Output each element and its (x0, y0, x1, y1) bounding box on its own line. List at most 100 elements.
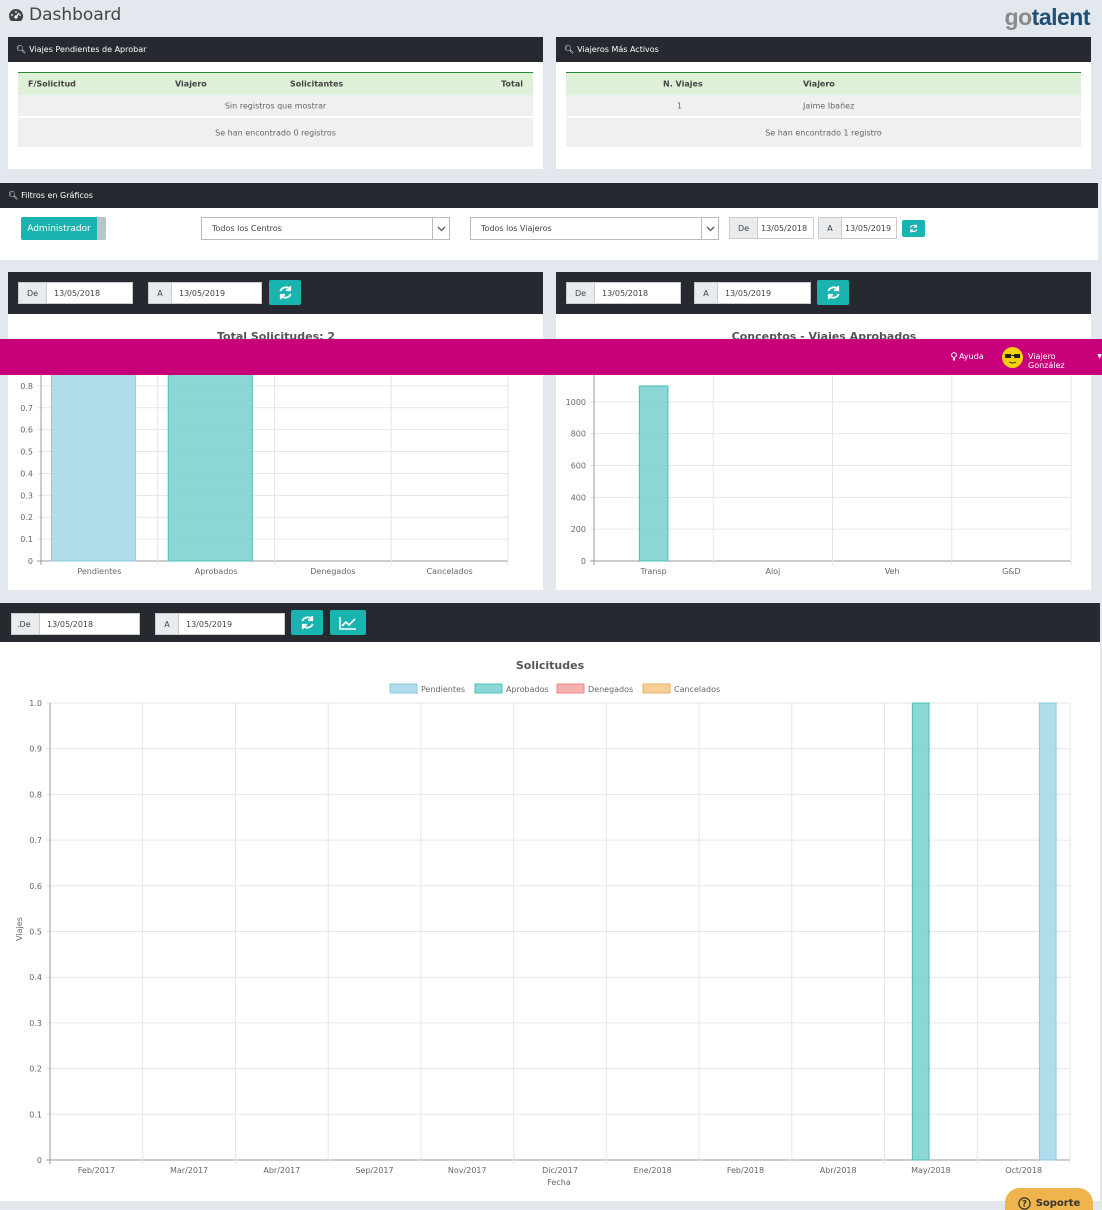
viajeros-value: Todos los Viajeros (481, 224, 552, 233)
chevron-down-icon (432, 218, 449, 239)
a-label: A (155, 613, 179, 635)
centros-select[interactable]: Todos los Centros (201, 217, 450, 240)
viajeros-select[interactable]: Todos los Viajeros (470, 217, 719, 240)
legend-swatch (556, 683, 585, 694)
de-date-input[interactable]: 13/05/2018 (39, 613, 140, 635)
conceptos-panel: De 13/05/2018 A 13/05/2019 Conceptos - V… (556, 272, 1091, 590)
y-tick-label: 0.7 (20, 404, 33, 413)
legend-swatch (642, 683, 671, 694)
y-tick-label: 0.6 (29, 882, 42, 891)
bar (638, 385, 669, 562)
avatar[interactable] (1002, 347, 1023, 368)
a-label: A (818, 217, 842, 239)
y-tick-label: 0 (37, 1156, 42, 1165)
y-tick-label: 0.6 (20, 426, 33, 435)
y-tick-label: 0.3 (29, 1019, 42, 1028)
col-viajero[interactable]: Viajero (803, 79, 835, 89)
y-tick-label: 0.5 (20, 448, 33, 457)
de-date-input[interactable]: 13/05/2018 (757, 217, 814, 239)
total-solicitudes-panel: De 13/05/2018 A 13/05/2019 Total Solicit… (8, 272, 543, 590)
dashboard-icon (9, 9, 24, 21)
y-tick-label: 0.4 (20, 469, 33, 478)
role-label: Administrador (27, 223, 91, 234)
svg-text:?: ? (1022, 1199, 1027, 1209)
x-tick-label: Denegados (310, 567, 355, 576)
help-label: Ayuda (959, 352, 984, 361)
pending-trips-title: Viajes Pendientes de Aprobar (29, 45, 147, 54)
a-date-input[interactable]: 13/05/2019 (841, 217, 897, 239)
table-header: N. Viajes Viajero (566, 73, 1081, 95)
gotalent-logo[interactable]: gotalent (1005, 4, 1091, 31)
y-tick-label: 200 (571, 525, 586, 534)
y-tick-label: 0.8 (29, 790, 42, 799)
a-date-input[interactable]: 13/05/2019 (171, 282, 262, 304)
pending-trips-table: F/Solicitud Viajero Solicitantes Total S… (18, 72, 533, 147)
x-tick-label: Oct/2018 (1005, 1166, 1042, 1175)
x-tick-label: Nov/2017 (448, 1166, 487, 1175)
x-tick-label: Ene/2018 (634, 1166, 672, 1175)
refresh-filters-button[interactable] (902, 220, 925, 237)
support-button[interactable]: ? Soporte (1005, 1188, 1093, 1210)
chart3-toolbar: .De 13/05/2018 A 13/05/2019 (0, 603, 1100, 642)
refresh-icon (909, 224, 918, 233)
a-label: A (148, 282, 172, 304)
line-chart-icon (339, 616, 356, 630)
active-travelers-panel: 🔍︎ Viajeros Más Activos N. Viajes Viajer… (556, 37, 1091, 169)
a-date-input[interactable]: 13/05/2019 (717, 282, 811, 304)
bar (911, 702, 930, 1161)
x-tick-label: Cancelados (427, 567, 473, 576)
y-tick-label: 400 (571, 493, 586, 502)
col-viajero[interactable]: Viajero (175, 79, 207, 89)
chart2-toolbar: De 13/05/2018 A 13/05/2019 (556, 272, 1091, 314)
y-tick-label: 0.3 (20, 491, 33, 500)
y-tick-label: 0 (581, 557, 586, 566)
sunglasses-avatar-icon (1005, 354, 1020, 364)
y-tick-label: 0.4 (29, 973, 42, 982)
refresh-icon (826, 285, 840, 300)
refresh-icon (278, 285, 292, 300)
de-date-input[interactable]: 13/05/2018 (594, 282, 681, 304)
y-tick-label: 800 (571, 430, 586, 439)
y-tick-label: 1.0 (29, 699, 42, 708)
lightbulb-icon (951, 352, 957, 361)
y-tick-label: 0 (28, 557, 33, 566)
col-fsolicitud[interactable]: F/Solicitud (28, 79, 76, 89)
chart3-title: Solicitudes (516, 659, 585, 672)
help-link[interactable]: Ayuda (951, 352, 984, 361)
toggle-line-chart-button[interactable] (330, 610, 366, 635)
total-solicitudes-chart: Total Solicitudes: 2 00.10.20.30.40.50.6… (20, 330, 509, 576)
a-date-input[interactable]: 13/05/2019 (178, 613, 285, 635)
legend-label: Cancelados (674, 685, 720, 694)
row-viajero: Jaime Ibañez (803, 101, 855, 110)
x-tick-label: Sep/2017 (355, 1166, 393, 1175)
x-tick-label: Aloj (765, 567, 780, 576)
user-menu[interactable]: Viajero González ▼ (1028, 352, 1102, 370)
chart-filters-title: Filtros en Gráficos (21, 191, 93, 200)
x-tick-label: Transp (640, 567, 667, 576)
col-solicitantes[interactable]: Solicitantes (290, 79, 344, 89)
y-axis-label: Viajes (15, 917, 24, 941)
search-icon: 🔍︎ (8, 191, 19, 200)
solicitudes-panel: .De 13/05/2018 A 13/05/2019 Solicitudes … (0, 603, 1100, 1201)
chart1-toolbar: De 13/05/2018 A 13/05/2019 (8, 272, 543, 314)
legend-label: Denegados (588, 685, 633, 694)
a-label: A (694, 282, 718, 304)
solicitudes-chart: Solicitudes Pendientes Aprobados Denegados… (15, 659, 1071, 1187)
active-travelers-header: 🔍︎ Viajeros Más Activos (556, 37, 1091, 62)
page-title: Dashboard (8, 5, 121, 25)
x-tick-label: Abr/2018 (820, 1166, 857, 1175)
pending-trips-panel: 🔍︎ Viajes Pendientes de Aprobar F/Solici… (8, 37, 543, 169)
pending-trips-header: 🔍︎ Viajes Pendientes de Aprobar (8, 37, 543, 62)
y-tick-label: 0.1 (20, 535, 33, 544)
refresh-chart2-button[interactable] (817, 280, 849, 305)
col-n-viajes[interactable]: N. Viajes (663, 79, 703, 89)
role-administrador-button[interactable]: Administrador (21, 217, 106, 240)
table-row[interactable]: 1 Jaime Ibañez (566, 95, 1081, 117)
refresh-chart1-button[interactable] (269, 280, 301, 305)
refresh-chart3-button[interactable] (291, 610, 323, 635)
search-icon: 🔍︎ (564, 45, 575, 54)
de-date-input[interactable]: 13/05/2018 (46, 282, 133, 304)
x-tick-label: Dic/2017 (542, 1166, 578, 1175)
bar (1038, 702, 1057, 1161)
col-total[interactable]: Total (501, 79, 523, 89)
